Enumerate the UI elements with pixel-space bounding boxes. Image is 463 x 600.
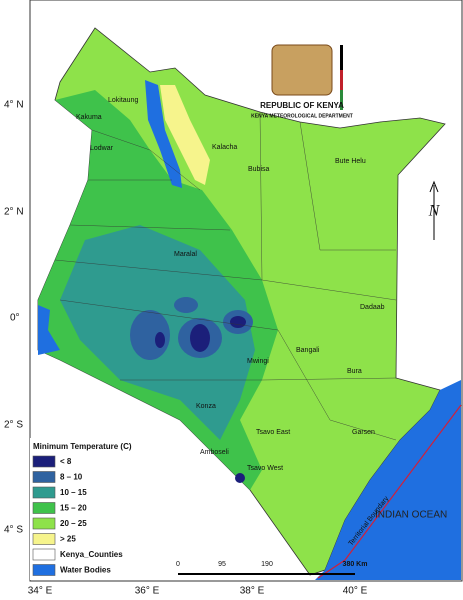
town: Kakuma xyxy=(76,114,102,121)
lake-turkana xyxy=(145,80,182,188)
town: Konza xyxy=(196,403,216,410)
zone-below-8 xyxy=(230,316,246,328)
emblem xyxy=(271,44,333,96)
town: Mwingi xyxy=(247,358,269,365)
zone-below-8 xyxy=(235,473,245,483)
town: Bura xyxy=(347,368,362,375)
north-arrow: N xyxy=(428,180,441,240)
scale-label: 95 xyxy=(218,561,226,568)
lon-label: 38° E xyxy=(240,586,265,597)
logo-country: REPUBLIC OF KENYA xyxy=(260,101,344,110)
zone-8-10 xyxy=(174,297,198,313)
scale-label: 380 Km xyxy=(343,561,368,568)
town: Kalacha xyxy=(212,144,237,151)
town: Bangali xyxy=(296,347,320,354)
town: Lokitaung xyxy=(108,97,138,104)
territorial-boundary xyxy=(317,404,462,579)
scale-label: 0 xyxy=(176,561,180,568)
lat-label: 4° S xyxy=(4,525,23,536)
lake-victoria xyxy=(38,305,60,355)
legend-label: > 25 xyxy=(60,535,76,544)
indian-ocean xyxy=(315,380,461,580)
lon-label: 34° E xyxy=(28,586,53,597)
flag-stripe xyxy=(340,70,343,90)
legend-swatch xyxy=(32,548,56,561)
legend-swatch xyxy=(32,517,56,530)
legend-label: 20 – 25 xyxy=(60,519,87,528)
legend-label: 15 – 20 xyxy=(60,504,87,513)
county-borders xyxy=(54,111,397,441)
towns: Lokitaung Kakuma Lodwar Kalacha Bubisa B… xyxy=(76,97,385,472)
town: Dadaab xyxy=(360,304,385,311)
legend-label: Water Bodies xyxy=(60,566,111,575)
logo-department: KENYA METEOROLOGICAL DEPARTMENT xyxy=(251,113,353,119)
north-arrow-head xyxy=(429,180,439,193)
lon-label: 40° E xyxy=(343,586,368,597)
lat-label: 0° xyxy=(10,313,20,324)
logo: REPUBLIC OF KENYA KENYA METEOROLOGICAL D… xyxy=(251,44,353,119)
legend-swatch xyxy=(32,564,56,576)
town: Maralal xyxy=(174,251,197,258)
town: Tsavo West xyxy=(247,465,283,472)
zone-below-8 xyxy=(155,332,165,348)
flag-stripe xyxy=(340,90,343,110)
town: Lodwar xyxy=(90,145,114,152)
lat-label: 4° N xyxy=(4,100,24,111)
legend-label: 10 – 15 xyxy=(60,488,87,497)
lon-label: 36° E xyxy=(135,586,160,597)
legend-title: Minimum Temperature (C) xyxy=(33,442,132,451)
legend-label: 8 – 10 xyxy=(60,473,83,482)
legend-swatch xyxy=(32,502,56,514)
legend: Minimum Temperature (C) < 8 8 – 10 10 – 15… xyxy=(30,438,150,580)
lat-label: 2° N xyxy=(4,207,24,218)
scale-bar: 0 95 190 380 Km xyxy=(176,561,368,575)
zone-below-8 xyxy=(190,324,210,352)
north-label: N xyxy=(428,203,441,220)
lat-label: 2° S xyxy=(4,420,23,431)
zone-8-10 xyxy=(130,310,170,360)
town: Amboseli xyxy=(200,449,229,456)
town: Tsavo East xyxy=(256,429,290,436)
scale-label: 190 xyxy=(261,561,273,568)
legend-swatch xyxy=(32,486,56,499)
town: Bute Helu xyxy=(335,158,366,165)
ocean-label: INDIAN OCEAN xyxy=(375,510,447,521)
legend-swatch xyxy=(32,533,56,545)
legend-label: Kenya_Counties xyxy=(60,550,123,559)
zone-above-25 xyxy=(160,85,210,185)
legend-swatch xyxy=(32,471,56,483)
town: Garsen xyxy=(352,429,375,436)
town: Bubisa xyxy=(248,166,270,173)
legend-swatch xyxy=(32,455,56,468)
legend-label: < 8 xyxy=(60,457,72,466)
